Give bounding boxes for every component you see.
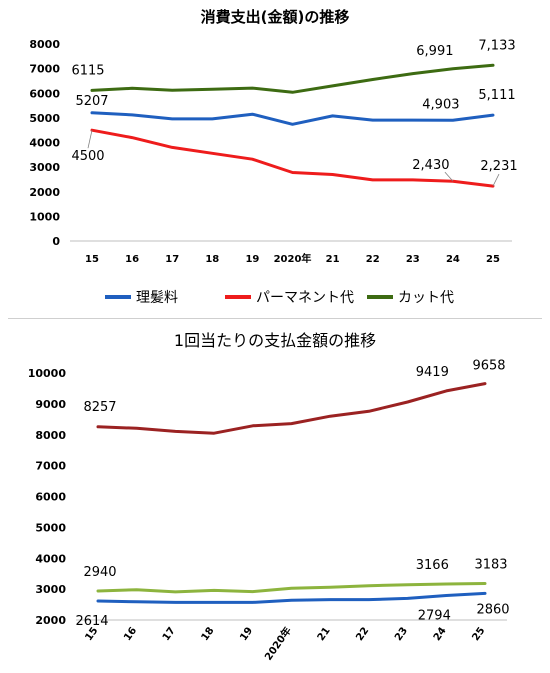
- y-tick-label: 4000: [35, 552, 66, 565]
- x-tick-label: 18: [205, 254, 219, 265]
- data-label-leader: [492, 173, 500, 187]
- data-label: 9419: [416, 365, 449, 380]
- y-tick-label: 9000: [35, 398, 66, 411]
- y-tick-label: 8000: [29, 38, 60, 51]
- series-line-2: [96, 582, 487, 594]
- data-label: 6,991: [416, 44, 453, 59]
- data-label-leader: [444, 171, 454, 182]
- data-label: 9658: [472, 359, 505, 374]
- y-tick-label: 4000: [29, 137, 60, 150]
- x-tick-label: 25: [470, 625, 487, 643]
- x-tick-label: 17: [165, 254, 179, 265]
- data-label: 4500: [71, 149, 104, 164]
- y-tick-label: 0: [52, 235, 60, 248]
- y-tick-label: 5000: [29, 112, 60, 125]
- y-tick-label: 6000: [29, 87, 60, 100]
- x-tick-label: 16: [122, 625, 139, 643]
- series-line-2: [90, 128, 495, 188]
- series-line-3: [96, 591, 487, 604]
- data-label: 3166: [416, 558, 449, 573]
- y-tick-label: 3000: [29, 161, 60, 174]
- y-tick-label: 10000: [28, 367, 67, 380]
- x-tick-label: 21: [326, 254, 340, 265]
- series-line-1: [96, 382, 487, 435]
- payment-per-visit-chart: 1回当たりの支払金額の推移 2000 3000 4000 5000 6000 7000 80…: [28, 331, 510, 663]
- x-tick-label: 17: [161, 625, 178, 643]
- y-tick-label: 7000: [35, 460, 66, 473]
- x-tick-label: 23: [393, 625, 410, 643]
- y-tick-label: 5000: [35, 521, 66, 534]
- x-tick-label: 15: [85, 254, 99, 265]
- data-label: 8257: [83, 400, 116, 415]
- x-tick-label: 22: [354, 625, 371, 643]
- x-tick-label: 25: [486, 254, 500, 265]
- spending-chart: 消費支出(金額)の推移 0 1000 2000 3000 4000 5000 6000 700…: [29, 8, 517, 306]
- y-tick-label: 6000: [35, 491, 66, 504]
- y-tick-label: 2000: [29, 186, 60, 199]
- y-tick-label: 7000: [29, 63, 60, 76]
- data-label: 2940: [83, 565, 116, 580]
- data-label: 2614: [75, 614, 108, 629]
- data-label: 2794: [418, 608, 451, 623]
- x-tick-label: 24: [432, 625, 449, 643]
- series-line-1: [90, 111, 495, 126]
- legend-label: 理髪料: [136, 290, 178, 306]
- y-tick-label: 8000: [35, 429, 66, 442]
- chart-title: 消費支出(金額)の推移: [201, 8, 350, 26]
- chart-title: 1回当たりの支払金額の推移: [174, 331, 376, 350]
- series-line-3: [90, 63, 495, 94]
- chart-divider: [8, 318, 542, 319]
- data-label: 5,111: [478, 88, 515, 103]
- data-label: 2860: [476, 602, 509, 617]
- data-label: 4,903: [422, 97, 459, 112]
- x-tick-label: 18: [200, 625, 217, 643]
- data-label-leader: [87, 130, 93, 149]
- data-label: 2,430: [412, 158, 449, 173]
- x-tick-label: 23: [406, 254, 420, 265]
- y-tick-label: 3000: [35, 583, 66, 596]
- legend-label: カット代: [398, 290, 454, 306]
- x-tick-label: 22: [366, 254, 380, 265]
- data-label: 5207: [75, 94, 108, 109]
- data-label: 7,133: [478, 38, 515, 53]
- x-tick-label: 19: [238, 625, 255, 643]
- x-tick-label: 21: [316, 625, 333, 643]
- y-tick-label: 2000: [35, 614, 66, 627]
- data-label: 6115: [71, 63, 104, 78]
- y-tick-label: 1000: [29, 210, 60, 223]
- x-tick-label: 24: [446, 254, 460, 265]
- x-tick-label: 19: [245, 254, 259, 265]
- legend-label: パーマネント代: [256, 290, 354, 306]
- x-tick-label: 16: [125, 254, 139, 265]
- data-label: 2,231: [480, 159, 517, 174]
- data-label: 3183: [474, 557, 507, 572]
- x-tick-label: 2020年: [262, 624, 294, 662]
- x-tick-label: 2020年: [274, 252, 312, 265]
